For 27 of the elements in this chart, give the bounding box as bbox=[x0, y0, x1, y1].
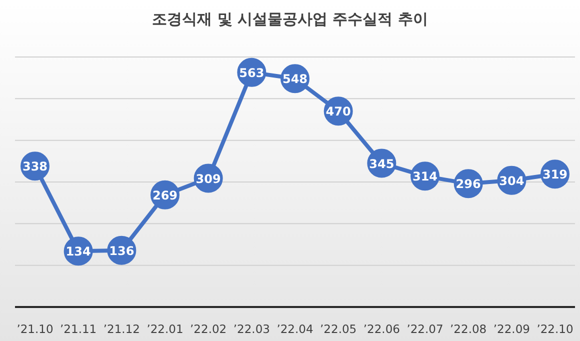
x-tick-label: ’22.02 bbox=[190, 322, 227, 336]
data-label: 563 bbox=[239, 66, 264, 80]
x-tick-label: ’21.10 bbox=[16, 322, 54, 336]
data-label: 134 bbox=[66, 244, 91, 259]
data-label: 314 bbox=[412, 170, 438, 184]
data-label: 345 bbox=[369, 156, 394, 171]
data-label: 338 bbox=[22, 160, 48, 174]
data-label: 304 bbox=[499, 174, 524, 188]
x-tick-label: ’22.05 bbox=[320, 322, 357, 336]
data-label: 269 bbox=[152, 188, 178, 202]
chart-title: 조경식재 및 시설물공사업 주수실적 추이 bbox=[152, 10, 428, 28]
data-label: 548 bbox=[282, 72, 308, 86]
x-tick-label: ’22.10 bbox=[536, 322, 574, 336]
x-tick-label: ’22.04 bbox=[276, 322, 314, 336]
x-tick-label: ’22.01 bbox=[146, 322, 184, 336]
data-label: 296 bbox=[456, 177, 481, 192]
x-tick-label: ’22.08 bbox=[450, 322, 487, 336]
x-tick-label: ’22.09 bbox=[493, 322, 530, 336]
x-tick-label: ’21.12 bbox=[103, 322, 140, 336]
x-tick-label: ’21.11 bbox=[60, 322, 97, 336]
data-label: 136 bbox=[109, 244, 134, 258]
data-label: 470 bbox=[326, 104, 351, 119]
x-tick-label: ’22.06 bbox=[363, 322, 400, 336]
data-label: 319 bbox=[542, 168, 568, 182]
x-tick-label: ’22.07 bbox=[406, 322, 444, 336]
x-tick-label: ’22.03 bbox=[233, 322, 270, 336]
data-label: 309 bbox=[196, 172, 221, 186]
